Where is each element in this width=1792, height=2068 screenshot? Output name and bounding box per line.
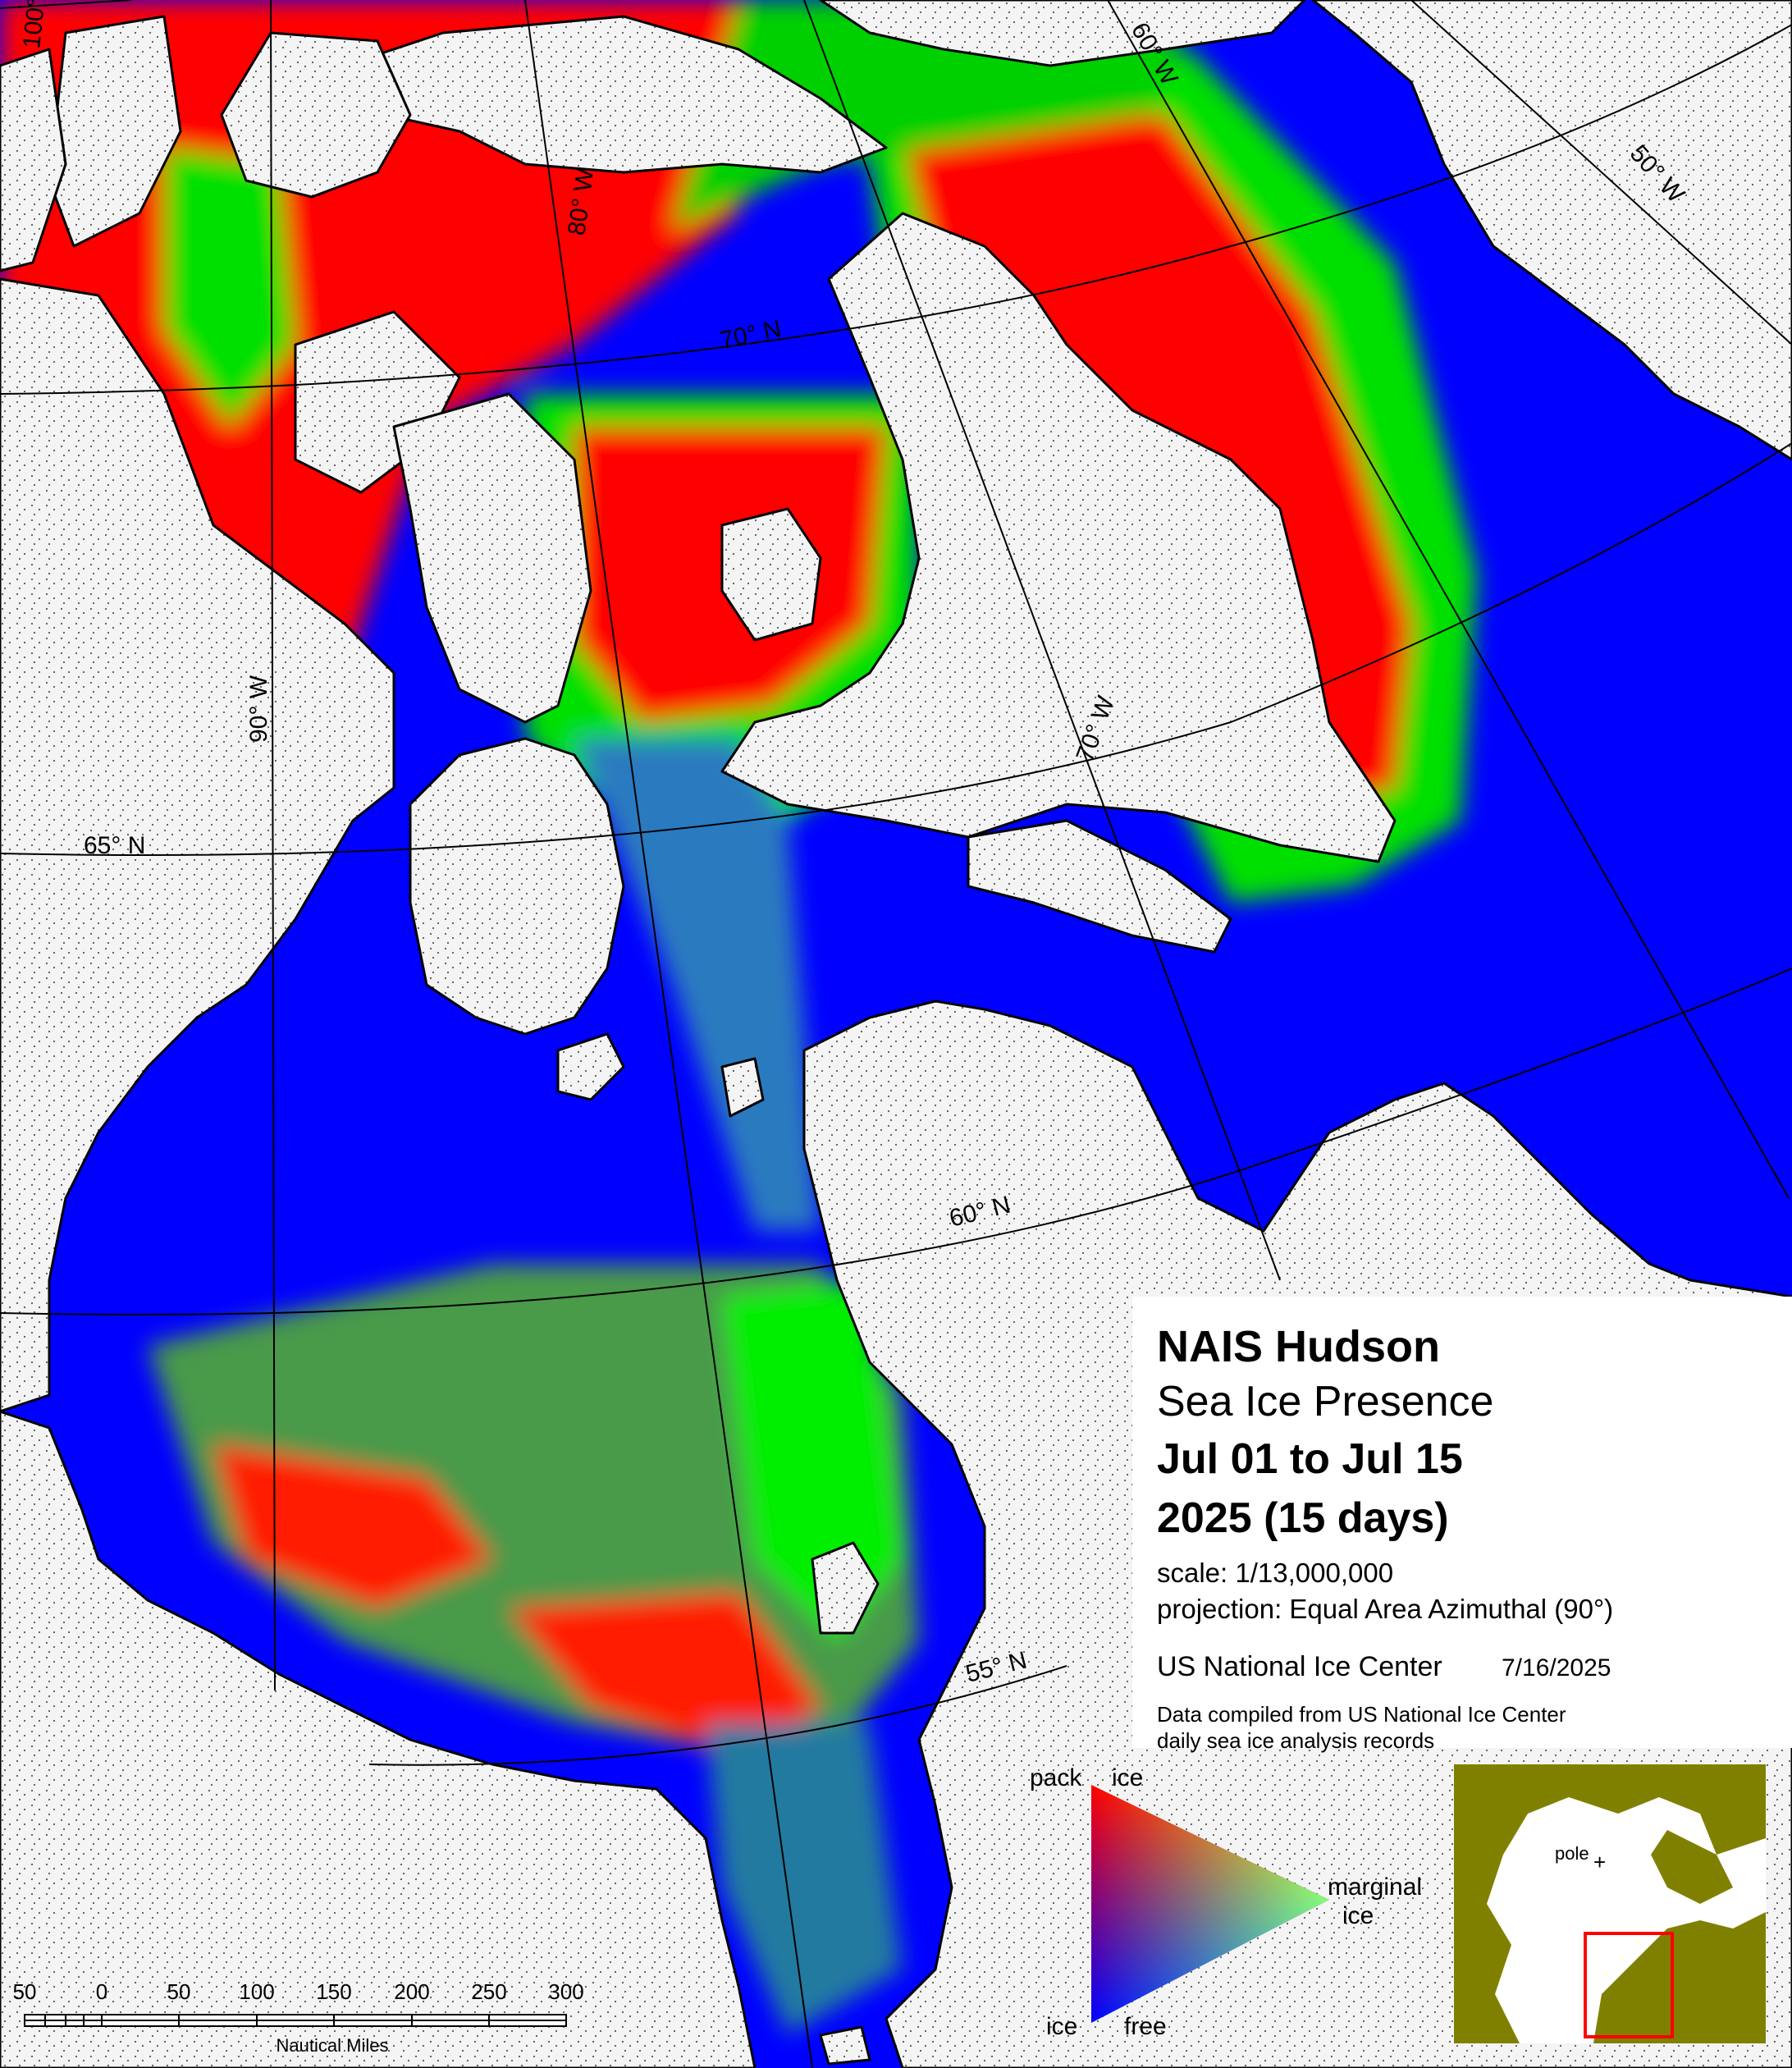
- scale-tick-label: 50: [167, 1979, 191, 2004]
- somerset-island-land: [220, 31, 412, 199]
- scale-unit-label: Nautical Miles: [277, 2035, 389, 2056]
- scale-tick-label: 300: [548, 1979, 583, 2004]
- meridian-80w: [524, 0, 813, 2068]
- legend-pack-ice-label: ice: [1112, 1764, 1144, 1791]
- legend-pack-label: pack: [1030, 1764, 1082, 1791]
- inset-land-east: [1593, 1912, 1766, 2043]
- scale-tick-label: 0: [96, 1979, 107, 2004]
- issue-date: 7/16/2025: [1502, 1654, 1611, 1681]
- parallel-70n: [0, 24, 1792, 395]
- date-range: Jul 01 to Jul 15: [1157, 1435, 1463, 1483]
- ellesmere-land: [819, 0, 1306, 67]
- james-bay-mix: [706, 1723, 903, 2035]
- projection-text: projection: Equal Area Azimuthal (90°): [1157, 1594, 1614, 1624]
- coats-island-land: [556, 1032, 625, 1101]
- baffin-island-land: [720, 212, 1397, 863]
- legend-free-label: free: [1124, 2013, 1167, 2040]
- hudson-strait-mix: [574, 739, 821, 1231]
- scale-bar: 50 0 50 100 150 200 250 300 Nautical Mil…: [13, 1979, 584, 2056]
- credit-line-2: daily sea ice analysis records: [1157, 1728, 1435, 1753]
- scale-tick-label: 150: [316, 1979, 351, 2004]
- map-title: NAIS Hudson: [1157, 1322, 1440, 1371]
- scale-tick-label: 50: [13, 1979, 37, 2004]
- legend-triangle-green: [1091, 1785, 1329, 2023]
- meta-incognita-land: [967, 819, 1232, 954]
- label-65n: 65° N: [84, 832, 145, 859]
- scale-bar-graphic: [24, 2014, 567, 2027]
- scale-tick-label: 100: [239, 1979, 274, 2004]
- prince-charles-island-land: [720, 507, 822, 642]
- meridian-50w: [1410, 0, 1792, 345]
- agency-text: US National Ice Center: [1157, 1651, 1442, 1682]
- legend-color-triangle: [1091, 1785, 1329, 2023]
- meridian-90w: [270, 0, 276, 1691]
- kivalliq-mainland-land: [0, 277, 395, 1413]
- hudson-pack-1: [213, 1444, 492, 1608]
- meridian-60w: [1107, 0, 1790, 1199]
- belcher-islands-land: [811, 1541, 880, 1635]
- scale-text: scale: 1/13,000,000: [1157, 1558, 1394, 1588]
- hudson-pack-2: [509, 1592, 821, 1756]
- parallel-65n: [0, 442, 1792, 856]
- map-subtitle: Sea Ice Presence: [1157, 1378, 1494, 1425]
- parallel-55n: [368, 1665, 1067, 1766]
- ontario-mainland-land: [0, 1410, 757, 2068]
- inset-extent-box: [1584, 1932, 1674, 2038]
- victoria-island-land: [0, 48, 67, 272]
- pole-marker-icon: +: [1593, 1850, 1606, 1874]
- year-days: 2025 (15 days): [1157, 1494, 1449, 1542]
- inset-greenland: [1651, 1830, 1733, 1904]
- akimiski-island-land: [819, 2025, 871, 2066]
- meridian-70w: [803, 0, 1281, 1281]
- legend-marginal-label: marginal: [1328, 1874, 1423, 1901]
- label-90w: 90° W: [245, 675, 272, 743]
- credit-line-1: Data compiled from US National Ice Cente…: [1157, 1702, 1566, 1727]
- meridian-100w: [0, 0, 132, 9]
- inset-pole-label: pole: [1555, 1843, 1589, 1864]
- scale-tick-label: 200: [394, 1979, 429, 2004]
- mansel-island-land: [720, 1057, 765, 1118]
- legend-marginal-ice-label: ice: [1342, 1902, 1374, 1929]
- greenland-land: [1311, 0, 1792, 461]
- southampton-island-land: [409, 737, 625, 1036]
- legend-ice-label: ice: [1046, 2013, 1078, 2040]
- melville-peninsula-land: [392, 392, 592, 724]
- archipelago-marginal: [164, 148, 295, 427]
- inset-land: [1454, 1764, 1766, 2043]
- parallel-60n: [0, 968, 1792, 1315]
- scale-tick-label: 250: [471, 1979, 506, 2004]
- locator-inset-map: pole +: [1454, 1764, 1766, 2043]
- info-panel: NAIS Hudson Sea Ice Presence Jul 01 to J…: [1132, 1297, 1792, 1753]
- scale-bar-ticks: 50 0 50 100 150 200 250 300: [13, 1979, 584, 2004]
